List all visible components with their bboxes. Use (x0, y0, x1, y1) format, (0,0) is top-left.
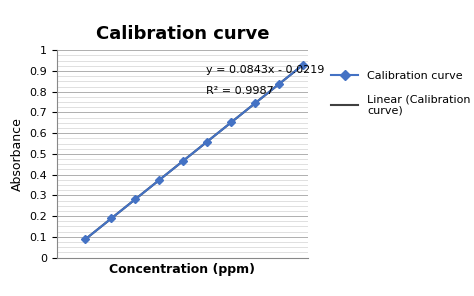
Text: R² = 0.9987: R² = 0.9987 (206, 86, 274, 96)
Text: y = 0.0843x - 0.0219: y = 0.0843x - 0.0219 (206, 65, 325, 75)
Legend: Calibration curve, Linear (Calibration
curve): Calibration curve, Linear (Calibration c… (326, 66, 474, 120)
X-axis label: Concentration (ppm): Concentration (ppm) (109, 263, 255, 276)
Y-axis label: Absorbance: Absorbance (11, 117, 24, 191)
Title: Calibration curve: Calibration curve (96, 25, 269, 43)
